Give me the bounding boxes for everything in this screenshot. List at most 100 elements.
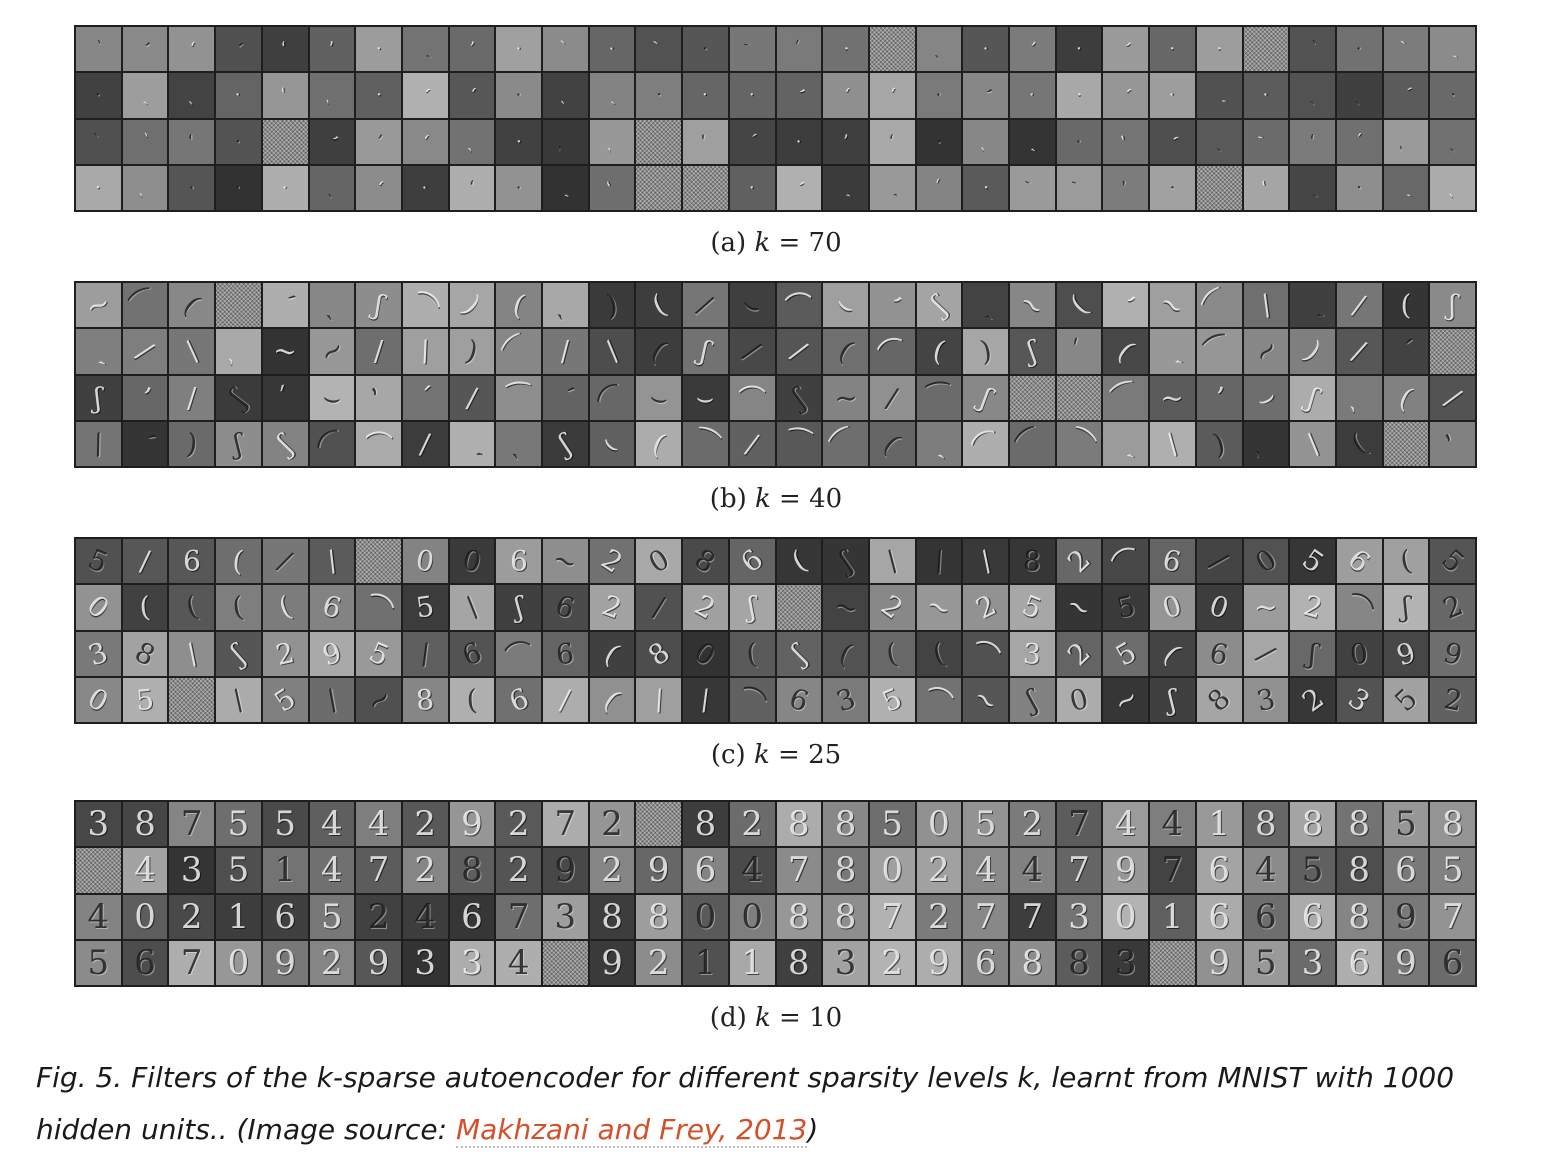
filter-stroke: ʃ [925, 289, 953, 321]
filter-tile: / [1243, 283, 1289, 328]
filter-stroke: ⌒ [501, 635, 537, 675]
filter-tile: 9 [309, 631, 355, 676]
filter-tile: · [76, 73, 121, 118]
filter-tile: 2 [1430, 585, 1475, 630]
filter-tile [869, 27, 915, 72]
filter-stroke: · [1070, 131, 1088, 152]
filter-stroke: 5 [1109, 634, 1142, 673]
filter-tile: 5 [1290, 848, 1335, 893]
filter-tile: ∕ [169, 329, 215, 374]
filter-stroke: ` [741, 38, 763, 60]
filter-stroke: ˎ [884, 177, 900, 199]
filter-tile: 3 [1010, 631, 1055, 676]
filter-stroke: 6 [1206, 635, 1232, 672]
filter-stroke: ˏ [1399, 177, 1413, 199]
filter-stroke: ⌣ [1249, 378, 1282, 417]
filter-tile: 2 [869, 940, 915, 985]
filter-stroke: ⌣ [594, 425, 631, 462]
filter-tile: ⌒ [309, 421, 355, 466]
filter-tile: ~ [543, 539, 588, 584]
filter-tile: · [916, 73, 962, 118]
filter-stroke: 9 [274, 942, 296, 983]
filter-tile: 7 [169, 802, 215, 847]
noise-texture [1150, 940, 1195, 985]
filter-tile: 0 [122, 894, 168, 939]
filter-tile: / [402, 631, 448, 676]
filter-stroke: / [138, 544, 153, 579]
filter-tile: · [963, 165, 1008, 210]
filter-stroke: ⌒ [403, 284, 446, 328]
filter-tile: · [496, 27, 541, 72]
filter-tile: ʻ [1150, 119, 1195, 164]
filter-tile: 3 [823, 940, 868, 985]
filter-tile: 6 [449, 894, 495, 939]
filter-stroke: / [650, 682, 668, 718]
filter-stroke: ( [1400, 288, 1412, 322]
filter-stroke: ˏ [418, 38, 433, 60]
filter-stroke: 4 [87, 896, 110, 937]
filter-stroke: 1 [694, 942, 717, 983]
source-link[interactable]: Makhzani and Frey, 2013 [455, 1113, 808, 1148]
filter-stroke: ˎ [323, 287, 340, 322]
noise-texture [1196, 165, 1242, 210]
filter-tile [1196, 165, 1242, 210]
filter-tile: · [356, 27, 401, 72]
filter-tile: 2 [262, 631, 308, 676]
filter-tile: · [1010, 73, 1055, 118]
filter-stroke: ʻ [419, 130, 431, 153]
filter-stroke: 2 [507, 850, 530, 891]
filter-tile: ` [729, 27, 775, 72]
filter-stroke: ʃ [974, 381, 997, 414]
filter-stroke: ˎ [1446, 38, 1459, 61]
filter-stroke: / [226, 683, 251, 717]
filter-tile: ~ [1010, 283, 1055, 328]
filter-tile: ˏ [1290, 73, 1335, 118]
filter-tile: ʻ [356, 165, 401, 210]
filter-stroke: 2 [1299, 589, 1326, 626]
filter-tile: ) [449, 329, 495, 374]
filter-stroke: ˏ [326, 176, 338, 199]
filter-tile: ( [823, 631, 868, 676]
filter-tile: ⁀ [776, 421, 822, 466]
filter-stroke: ʃ [786, 638, 812, 670]
filter-stroke: ~ [1254, 590, 1278, 624]
filter-tile: 8 [589, 894, 635, 939]
filter-tile: 7 [1150, 848, 1195, 893]
filter-stroke: 0 [413, 543, 437, 579]
filter-stroke: 3 [84, 635, 113, 673]
filter-stroke: 2 [647, 942, 670, 983]
filter-tile: ˎ [309, 73, 355, 118]
filter-stroke: 7 [1068, 804, 1090, 845]
filter-tile: ( [449, 677, 495, 722]
filter-tile: 0 [449, 539, 495, 584]
filter-tile: ⁀ [1196, 329, 1242, 374]
filter-stroke: 2 [595, 542, 629, 580]
filter-stroke: ⌒ [591, 377, 635, 420]
noise-texture [76, 848, 121, 893]
filter-stroke: / [179, 636, 204, 671]
filter-tile: 8 [823, 894, 868, 939]
filter-tile: 0 [729, 894, 775, 939]
filter-tile: 8 [402, 677, 448, 722]
filter-stroke: ~ [829, 588, 862, 627]
filter-stroke: 4 [367, 804, 390, 845]
filter-tile: 6 [1150, 539, 1195, 584]
filter-tile: ’ [1010, 27, 1055, 72]
filter-tile: · [776, 119, 822, 164]
filter-stroke: ~ [312, 331, 352, 372]
filter-stroke: 1 [1208, 804, 1230, 845]
filter-stroke: / [373, 334, 384, 368]
filter-tile: ˎ [589, 119, 635, 164]
filter-stroke: ~ [1012, 284, 1052, 326]
filter-tile: 8 [1010, 539, 1055, 584]
filter-stroke: ˎ [1298, 288, 1326, 321]
filter-tile: · [729, 73, 775, 118]
filter-stroke: 2 [321, 942, 343, 983]
filter-tile: 0 [76, 585, 121, 630]
filter-stroke: ( [598, 636, 626, 671]
filter-tile: 9 [589, 940, 635, 985]
filter-stroke: 5 [414, 589, 437, 625]
filter-stroke: 2 [367, 896, 390, 937]
filter-stroke: ∕ [1349, 287, 1370, 323]
